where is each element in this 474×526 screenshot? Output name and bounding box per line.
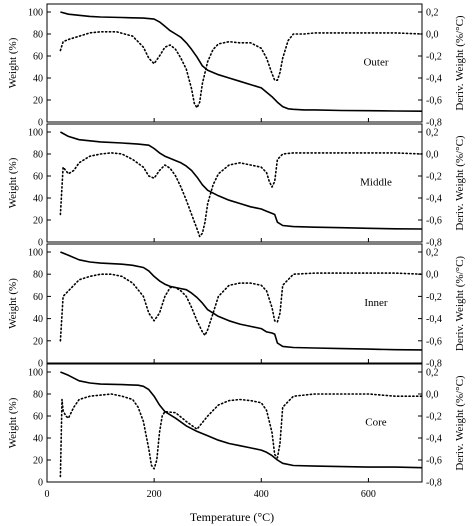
panel-frame [46, 3, 423, 123]
x-tick-label: 400 [254, 489, 269, 500]
left-tick-label: 60 [33, 52, 43, 63]
left-axis-title: Weight (%) [7, 37, 19, 88]
left-tick-label: 80 [33, 390, 43, 401]
derivative-weight-line [59, 30, 423, 109]
weight-line [60, 131, 423, 230]
right-tick-label: 0,2 [426, 8, 439, 19]
left-tick-label: 40 [33, 194, 43, 205]
left-tick-label: 80 [33, 270, 43, 281]
panel-outer: 0 20 40 60 80 100 -0,8 -0,6 -0,4 -0,2 0,0 0,2 Weight… [7, 3, 466, 129]
left-tick-label: 20 [33, 96, 43, 107]
right-tick-label: -0,8 [426, 478, 442, 489]
left-axis-title: Weight (%) [7, 397, 19, 448]
x-axis: 0 200 400 600 [45, 489, 376, 500]
left-tick-label: 100 [28, 8, 43, 19]
derivative-weight-line [59, 152, 423, 238]
right-tick-label: -0,6 [426, 96, 442, 107]
derivative-weight-line [59, 272, 423, 342]
left-tick-label: 100 [28, 128, 43, 139]
right-tick-label: -0,8 [426, 359, 442, 370]
left-tick-label: 0 [38, 478, 43, 489]
left-tick-label: 80 [33, 30, 43, 41]
weight-line [60, 11, 423, 112]
right-axis-title: Deriv. Weight (%/°C) [454, 375, 466, 470]
left-tick-label: 40 [33, 434, 43, 445]
panel-frame [46, 123, 423, 243]
panel-label: Inner [364, 297, 388, 309]
left-tick-label: 0 [38, 359, 43, 370]
left-tick-label: 40 [33, 74, 43, 85]
right-tick-label: -0,6 [426, 456, 442, 467]
left-tick-label: 40 [33, 314, 43, 325]
left-tick-label: 0 [38, 238, 43, 249]
right-tick-label: -0,2 [426, 52, 442, 63]
right-tick-label: -0,2 [426, 292, 442, 303]
right-tick-label: 0,0 [426, 150, 439, 161]
right-tick-label: 0,2 [426, 128, 439, 139]
left-tick-label: 20 [33, 216, 43, 227]
left-tick-label: 60 [33, 412, 43, 423]
x-tick-label: 200 [147, 489, 162, 500]
right-tick-label: -0,4 [426, 434, 442, 445]
x-axis-title: Temperature (°C) [190, 510, 274, 524]
left-tick-label: 60 [33, 172, 43, 183]
x-tick-label: 0 [45, 489, 50, 500]
panel-label: Core [365, 416, 387, 428]
weight-line [60, 251, 423, 351]
weight-line [60, 371, 423, 469]
derivative-weight-line [59, 393, 423, 478]
left-tick-label: 60 [33, 292, 43, 303]
left-axis-title: Weight (%) [7, 157, 19, 208]
x-tick-label: 600 [361, 489, 376, 500]
left-tick-label: 100 [28, 248, 43, 259]
left-tick-label: 0 [38, 118, 43, 129]
left-axis-title: Weight (%) [7, 278, 19, 329]
panel-core: 0 20 40 60 80 100 -0,8 -0,6 -0,4 -0,2 0,0 0,2 Weight… [7, 363, 466, 489]
right-tick-label: -0,4 [426, 314, 442, 325]
right-tick-label: -0,4 [426, 194, 442, 205]
panel-frame [46, 243, 423, 364]
right-tick-label: 0,2 [426, 368, 439, 379]
right-tick-label: -0,4 [426, 74, 442, 85]
right-tick-label: -0,2 [426, 172, 442, 183]
panel-middle: 0 20 40 60 80 100 -0,8 -0,6 -0,4 -0,2 0,0 0,2 Weight… [7, 123, 466, 249]
right-tick-label: -0,8 [426, 238, 442, 249]
left-tick-label: 20 [33, 336, 43, 347]
right-tick-label: -0,8 [426, 118, 442, 129]
right-axis-title: Deriv. Weight (%/°C) [454, 256, 466, 351]
right-tick-label: 0,0 [426, 390, 439, 401]
right-tick-label: -0,2 [426, 412, 442, 423]
left-tick-label: 80 [33, 150, 43, 161]
left-tick-label: 100 [28, 368, 43, 379]
right-axis-title: Deriv. Weight (%/°C) [454, 135, 466, 230]
panel-frame [46, 363, 423, 483]
panel-label: Outer [363, 56, 388, 68]
panel-inner: 0 20 40 60 80 100 -0,8 -0,6 -0,4 -0,2 0,0 0,2 Weight… [7, 243, 466, 370]
right-tick-label: 0,0 [426, 270, 439, 281]
right-axis-title: Deriv. Weight (%/°C) [454, 15, 466, 110]
right-tick-label: -0,6 [426, 336, 442, 347]
right-tick-label: 0,0 [426, 30, 439, 41]
right-tick-label: -0,6 [426, 216, 442, 227]
right-tick-label: 0,2 [426, 248, 439, 259]
panel-label: Middle [360, 176, 392, 188]
left-tick-label: 20 [33, 456, 43, 467]
panels-group: 0 20 40 60 80 100 -0,8 -0,6 -0,4 -0,2 0,0 0,2 Weight… [7, 3, 466, 489]
